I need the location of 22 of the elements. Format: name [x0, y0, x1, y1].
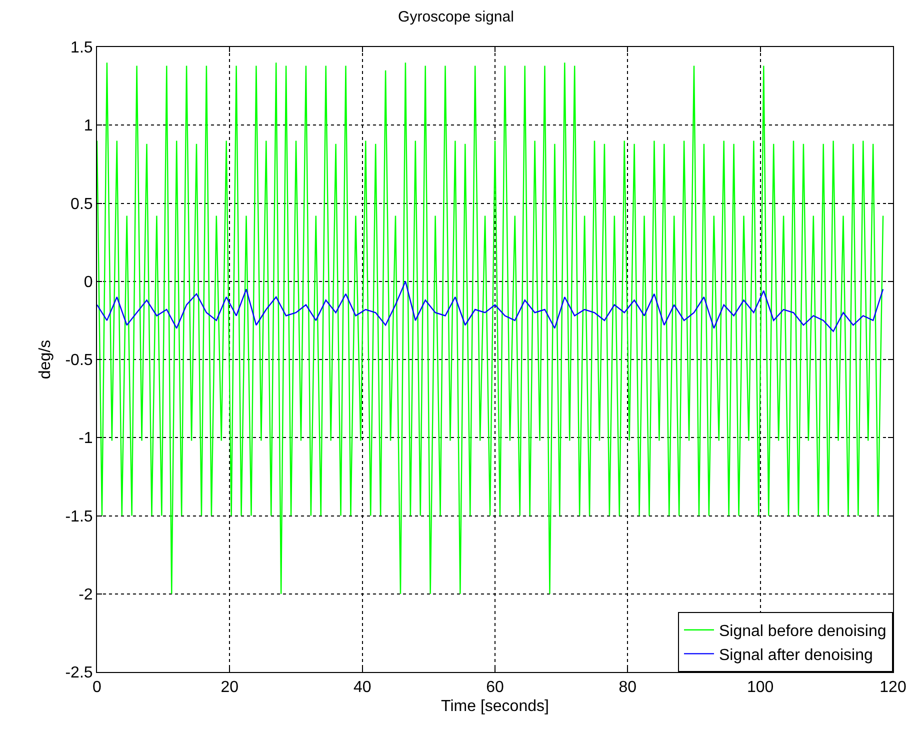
x-tick-label: 100: [746, 679, 774, 696]
x-tick-label: 80: [618, 679, 637, 696]
y-tick-label: -0.5: [65, 352, 93, 370]
y-tick-label: -2: [78, 586, 93, 604]
x-tick-label: 40: [353, 679, 372, 696]
x-tick-label: 20: [220, 679, 239, 696]
x-tick-label: 60: [486, 679, 504, 696]
chart-title: Gyroscope signal: [398, 8, 514, 26]
y-tick-label: -1.5: [65, 508, 93, 526]
y-tick-label: -1: [78, 430, 93, 448]
line-series: [97, 62, 884, 594]
x-axis-title: Time [seconds]: [441, 698, 549, 715]
line-series: [97, 280, 884, 332]
y-tick-label: 0.5: [70, 196, 93, 213]
legend-label: Signal before denoising: [719, 623, 886, 640]
y-tick-label: 1.5: [70, 40, 93, 57]
y-tick-label: 0: [84, 274, 93, 291]
x-tick-label: 120: [880, 679, 906, 696]
y-axis-title: deg/s: [37, 340, 54, 380]
y-tick-label: 1: [84, 118, 93, 135]
y-tick-label: -2.5: [65, 664, 93, 682]
legend-label: Signal after denoising: [719, 646, 873, 664]
